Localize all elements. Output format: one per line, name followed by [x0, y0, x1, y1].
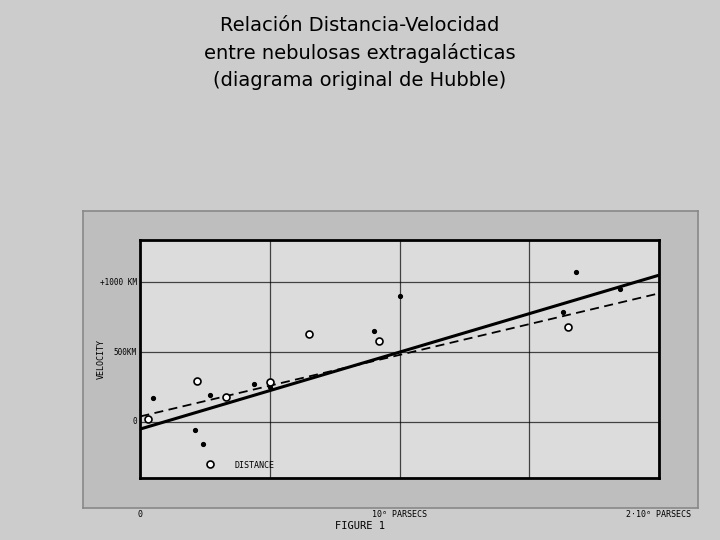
Text: FIGURE 1: FIGURE 1 [335, 521, 385, 531]
Text: 0: 0 [132, 417, 137, 427]
Text: DISTANCE: DISTANCE [235, 461, 274, 470]
Text: 2·10⁶ PARSECS: 2·10⁶ PARSECS [626, 510, 691, 519]
Text: Relación Distancia-Velocidad
entre nebulosas extragalácticas
(diagrama original : Relación Distancia-Velocidad entre nebul… [204, 16, 516, 90]
Text: +1000 KM: +1000 KM [100, 278, 137, 287]
Text: 10⁶ PARSECS: 10⁶ PARSECS [372, 510, 427, 519]
Text: 500KM: 500KM [114, 348, 137, 356]
Text: VELOCITY: VELOCITY [96, 339, 105, 379]
Text: 0: 0 [138, 510, 143, 519]
